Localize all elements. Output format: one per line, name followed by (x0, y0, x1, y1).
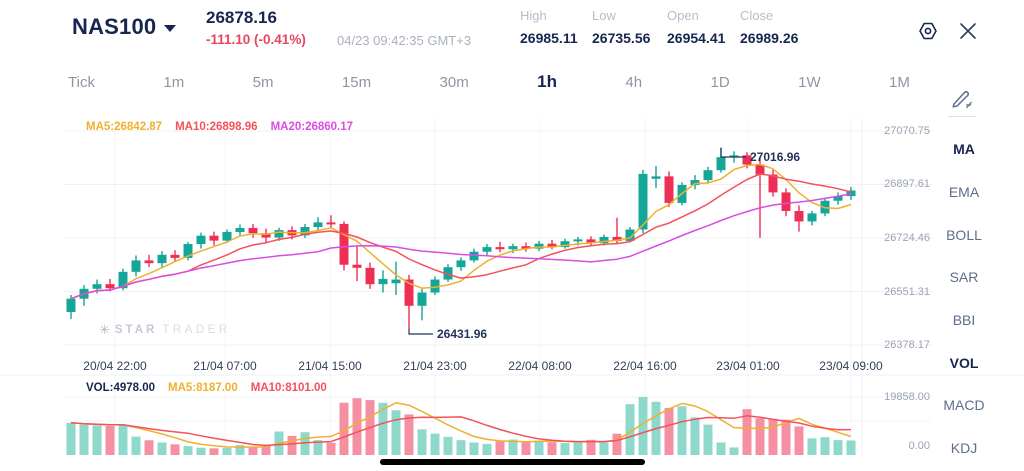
stat-close: Close 26989.26 (740, 8, 810, 46)
price-axis-label: 26897.61 (884, 178, 930, 191)
timeframe-tabs: Tick 1m 5m 15m 30m 1h 4h 1D 1W 1M (64, 68, 914, 96)
time-axis-label: 21/04 07:00 (193, 359, 257, 373)
close-icon[interactable] (955, 18, 981, 44)
stat-low: Low 26735.56 (592, 8, 662, 46)
indicator-sidebar: MA EMA BOLL SAR BBI VOL MACD KDJ (934, 128, 994, 470)
volume-axis-label: 19858.00 (884, 391, 930, 403)
stat-value: 26954.41 (667, 30, 726, 46)
stat-label: Low (592, 8, 616, 23)
ma-legend: MA5:26842.87 MA10:26898.96 MA20:26860.17 (86, 121, 353, 133)
indicator-bbi[interactable]: BBI (952, 312, 976, 329)
chevron-down-icon (164, 25, 177, 32)
tab-1m[interactable]: 1m (163, 73, 185, 91)
home-indicator[interactable] (380, 459, 645, 465)
vol-legend: VOL:4978.00 MA5:8187.00 MA10:8101.00 (86, 382, 327, 394)
sidebar-divider (948, 116, 976, 117)
settings-icon[interactable] (915, 18, 941, 44)
vol-ma10-legend: MA10:8101.00 (250, 382, 327, 394)
tab-15m[interactable]: 15m (341, 73, 372, 91)
stat-label: Open (667, 8, 699, 23)
indicator-sar[interactable]: SAR (949, 269, 979, 286)
stat-value: 26989.26 (740, 30, 799, 46)
indicator-kdj[interactable]: KDJ (950, 440, 978, 457)
price-axis-label: 26551.31 (884, 285, 930, 298)
tab-30m[interactable]: 30m (439, 73, 469, 91)
symbol-selector[interactable]: NAS100 (72, 14, 177, 40)
ma10-legend: MA10:26898.96 (175, 121, 258, 133)
stat-high: High 26985.11 (520, 8, 590, 46)
time-axis-label: 23/04 01:00 (716, 359, 780, 373)
volume-axis-label: 0.00 (908, 440, 930, 452)
price-change: -111.10 (-0.41%) (206, 32, 306, 47)
tab-1h[interactable]: 1h (537, 72, 557, 91)
low-annotation: 26431.96 (437, 327, 488, 341)
tab-4h[interactable]: 4h (625, 73, 643, 91)
stat-open: Open 26954.41 (667, 8, 737, 46)
tab-1w[interactable]: 1W (798, 73, 821, 91)
time-axis-label: 20/04 22:00 (83, 359, 147, 373)
time-axis-label: 23/04 09:00 (819, 359, 883, 373)
time-axis-label: 21/04 15:00 (298, 359, 362, 373)
indicator-macd[interactable]: MACD (943, 397, 985, 414)
tab-tick[interactable]: Tick (68, 73, 95, 91)
ma20-legend: MA20:26860.17 (270, 121, 354, 133)
vol-value-legend: VOL:4978.00 (86, 382, 156, 394)
watermark: ✳ STAR TRADER (99, 322, 231, 337)
draw-tools-icon[interactable] (948, 86, 976, 110)
stat-value: 26985.11 (520, 30, 578, 46)
ma5-legend: MA5:26842.87 (86, 121, 163, 133)
stat-label: Close (740, 8, 774, 23)
symbol-name: NAS100 (72, 14, 157, 39)
indicator-boll[interactable]: BOLL (946, 226, 982, 243)
tab-1d[interactable]: 1D (710, 73, 730, 91)
indicator-ema[interactable]: EMA (948, 184, 980, 201)
time-axis-label: 22/04 08:00 (508, 359, 572, 373)
last-price: 26878.16 (206, 8, 277, 27)
stat-value: 26735.56 (592, 30, 651, 46)
tab-1m[interactable]: 1M (889, 73, 910, 91)
time-axis-label: 22/04 16:00 (613, 359, 677, 373)
price-axis-label: 26724.46 (884, 232, 930, 244)
indicator-vol[interactable]: VOL (949, 354, 979, 371)
high-annotation: 27016.96 (750, 150, 801, 164)
time-axis-label: 21/04 23:00 (403, 359, 467, 373)
vol-ma5-legend: MA5:8187.00 (168, 382, 238, 394)
price-axis-label: 26378.17 (884, 339, 930, 351)
timestamp: 04/23 09:42:35 GMT+3 (337, 33, 472, 48)
tab-5m[interactable]: 5m (252, 73, 274, 91)
star-icon: ✳ (99, 322, 110, 337)
stat-label: High (520, 8, 547, 23)
indicator-ma[interactable]: MA (953, 141, 975, 158)
price-axis-label: 27070.75 (884, 125, 930, 137)
